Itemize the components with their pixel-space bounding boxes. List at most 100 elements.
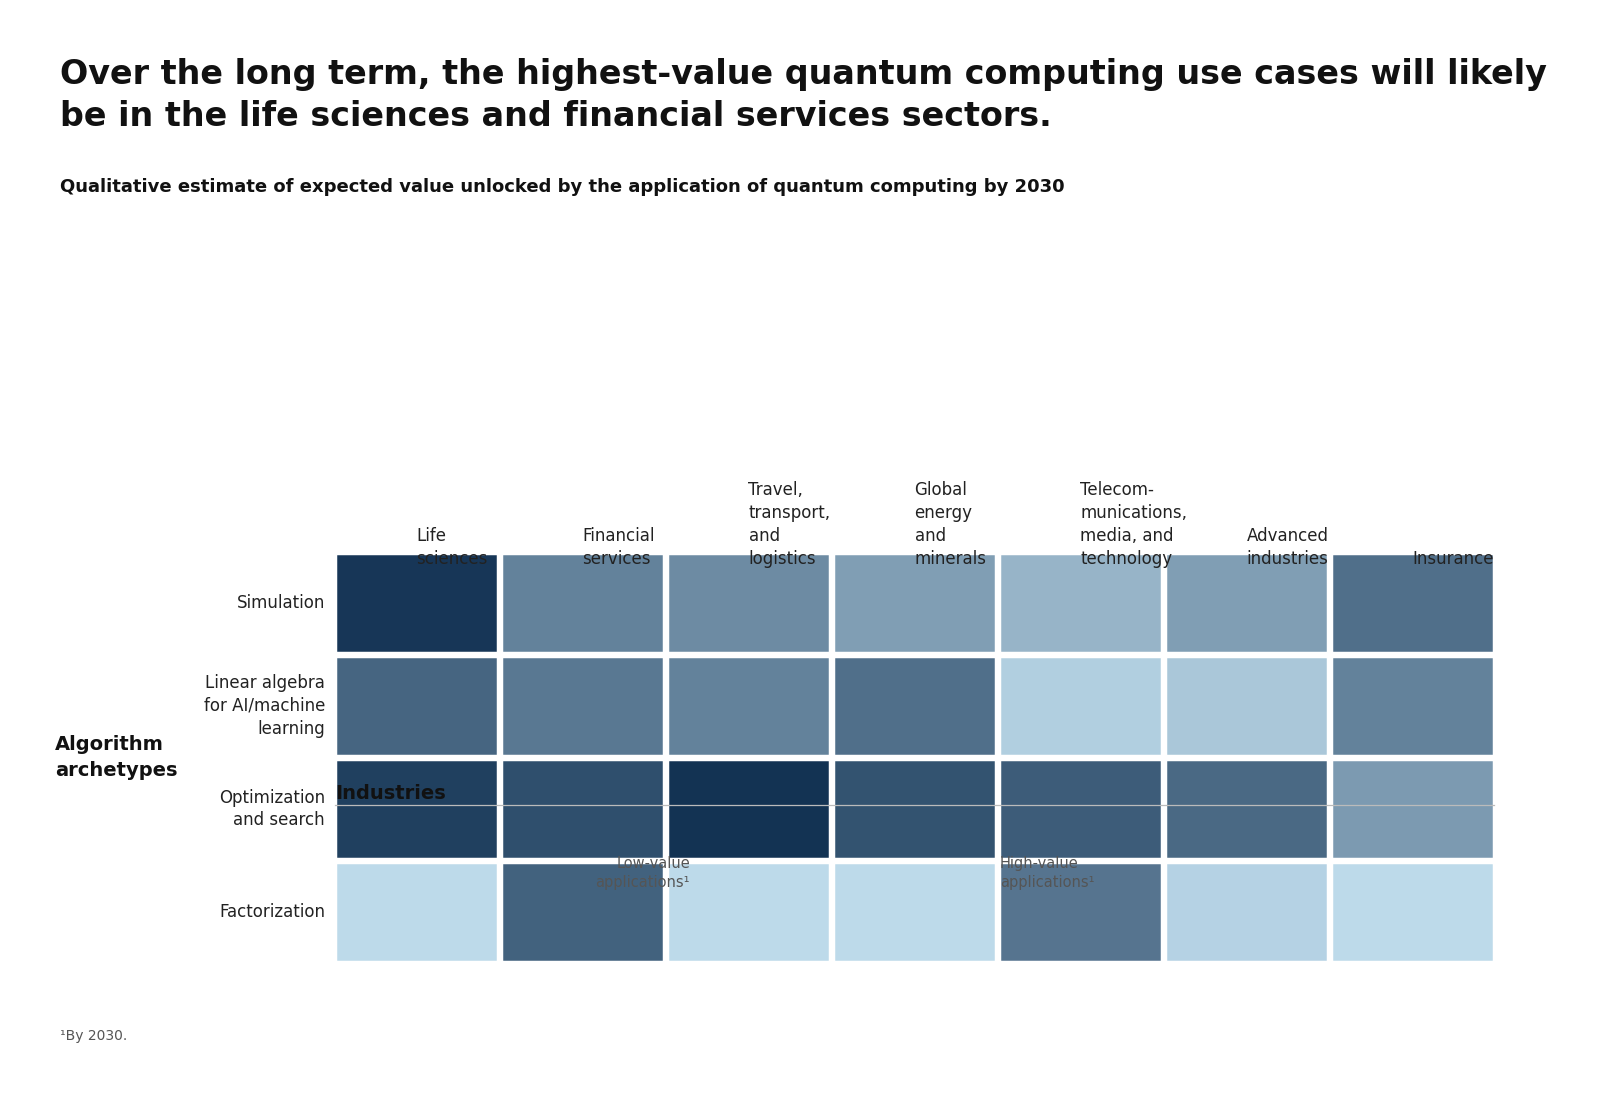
Bar <box>1331 862 1494 962</box>
Bar <box>824 860 826 886</box>
Bar <box>958 860 962 886</box>
Bar <box>931 860 934 886</box>
Bar <box>774 860 776 886</box>
Bar <box>824 860 827 886</box>
Bar <box>778 860 779 886</box>
Bar <box>877 860 878 886</box>
Bar <box>738 860 739 886</box>
Bar <box>707 860 709 886</box>
Text: Simulation: Simulation <box>237 594 325 612</box>
Bar <box>891 860 893 886</box>
Bar <box>790 860 792 886</box>
Bar <box>954 860 957 886</box>
Bar <box>891 860 893 886</box>
Bar <box>814 860 816 886</box>
Bar <box>762 860 763 886</box>
Bar <box>805 860 806 886</box>
Bar <box>942 860 944 886</box>
Bar <box>896 860 898 886</box>
Bar <box>864 860 866 886</box>
Bar <box>822 860 824 886</box>
Bar <box>963 860 965 886</box>
Bar <box>832 860 834 886</box>
Bar <box>725 860 726 886</box>
Bar <box>334 656 498 757</box>
Bar <box>810 860 811 886</box>
Bar <box>834 862 995 962</box>
Bar <box>912 860 914 886</box>
Bar <box>923 860 925 886</box>
Bar <box>837 860 838 886</box>
Bar <box>795 860 797 886</box>
Text: Optimization
and search: Optimization and search <box>219 788 325 829</box>
Text: Factorization: Factorization <box>219 903 325 921</box>
Bar <box>880 860 882 886</box>
Bar <box>842 860 843 886</box>
Bar <box>501 862 664 962</box>
Bar <box>734 860 736 886</box>
Bar <box>710 860 712 886</box>
Bar <box>976 860 978 886</box>
Bar <box>776 860 778 886</box>
Bar <box>830 860 832 886</box>
Bar <box>973 860 974 886</box>
Bar <box>917 860 920 886</box>
Bar <box>914 860 915 886</box>
Bar <box>920 860 922 886</box>
Bar <box>736 860 739 886</box>
Bar <box>786 860 787 886</box>
Bar <box>768 860 770 886</box>
Bar <box>854 860 856 886</box>
Bar <box>742 860 744 886</box>
Bar <box>789 860 790 886</box>
Bar <box>896 860 898 886</box>
Bar <box>667 862 830 962</box>
Bar <box>840 860 842 886</box>
Bar <box>915 860 917 886</box>
Bar <box>701 860 702 886</box>
Bar <box>928 860 930 886</box>
Bar <box>810 860 811 886</box>
Bar <box>334 759 498 859</box>
Bar <box>717 860 718 886</box>
Bar <box>853 860 854 886</box>
Bar <box>838 860 840 886</box>
Bar <box>814 860 816 886</box>
Bar <box>746 860 749 886</box>
Bar <box>878 860 880 886</box>
Bar <box>1165 553 1328 653</box>
Text: Insurance: Insurance <box>1413 550 1494 568</box>
Bar <box>861 860 864 886</box>
Bar <box>710 860 712 886</box>
Bar <box>802 860 803 886</box>
Bar <box>840 860 842 886</box>
Bar <box>720 860 722 886</box>
Bar <box>946 860 947 886</box>
Bar <box>922 860 923 886</box>
Bar <box>869 860 870 886</box>
Bar <box>722 860 723 886</box>
Bar <box>931 860 933 886</box>
Bar <box>986 860 987 886</box>
Bar <box>926 860 928 886</box>
Bar <box>944 860 946 886</box>
Bar <box>930 860 931 886</box>
Bar <box>938 860 939 886</box>
Bar <box>334 862 498 962</box>
Bar <box>782 860 786 886</box>
Bar <box>739 860 741 886</box>
Bar <box>501 553 664 653</box>
Bar <box>786 860 787 886</box>
Bar <box>726 860 730 886</box>
Bar <box>784 860 786 886</box>
Bar <box>800 860 802 886</box>
Bar <box>848 860 850 886</box>
Bar <box>949 860 950 886</box>
Bar <box>749 860 750 886</box>
Bar <box>922 860 925 886</box>
Bar <box>1165 759 1328 859</box>
Bar <box>955 860 957 886</box>
Bar <box>866 860 867 886</box>
Bar <box>779 860 781 886</box>
Bar <box>843 860 845 886</box>
